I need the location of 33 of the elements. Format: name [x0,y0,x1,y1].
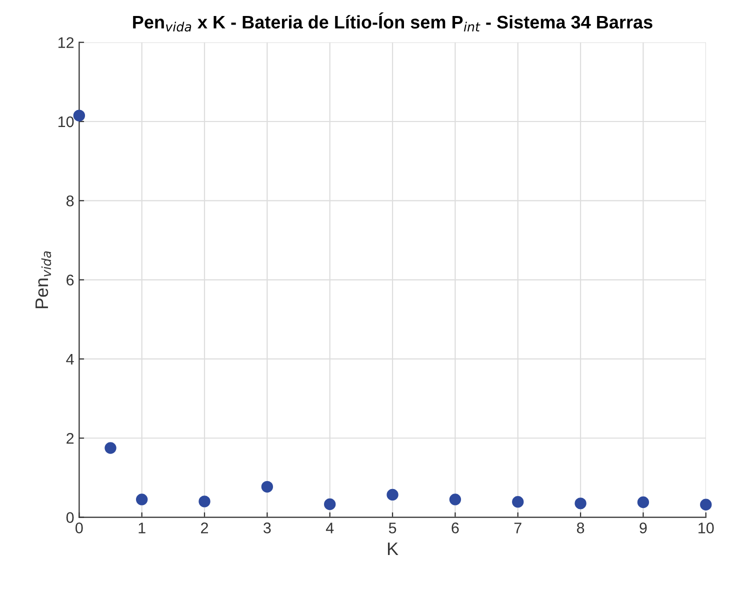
point [700,498,712,510]
y-tick-label: 8 [66,196,74,206]
point [261,480,274,493]
y-tick-label: 6 [66,274,74,286]
point [73,110,86,122]
x-tick-label: 9 [640,522,647,534]
point [104,442,116,454]
x-tick-label: 3 [264,522,271,534]
x-tick-label: 2 [201,522,208,534]
x-tick-label: 6 [452,522,459,534]
point [512,496,524,508]
x-tick-label: 4 [326,522,334,534]
y-tick-label: 2 [66,432,74,444]
y-tick-label: 10 [58,116,74,128]
x-tick-label: 10 [698,522,714,534]
point [324,498,336,510]
point [386,488,398,501]
chart-title: Pen$_{vida}$ x K - Bateria de Lítio-Íon sem P$_{int}$ - Sistema 34 Barras [133,12,652,32]
y-axis-title: Pen$_{vida}$ [36,251,52,308]
x-tick-label: 5 [388,522,396,534]
y-tick-label: 12 [58,37,74,48]
y-tick-label: 0 [66,512,74,523]
point [574,498,586,510]
x-axis-title: K [388,542,398,556]
point [449,494,462,506]
point [637,496,650,508]
x-tick-label: 8 [576,522,584,534]
x-tick-label: 7 [514,522,522,534]
point [136,494,148,506]
point [198,496,210,508]
y-tick-label: 4 [66,354,74,364]
x-tick-label: 0 [76,522,83,534]
x-tick-label: 1 [138,522,146,534]
